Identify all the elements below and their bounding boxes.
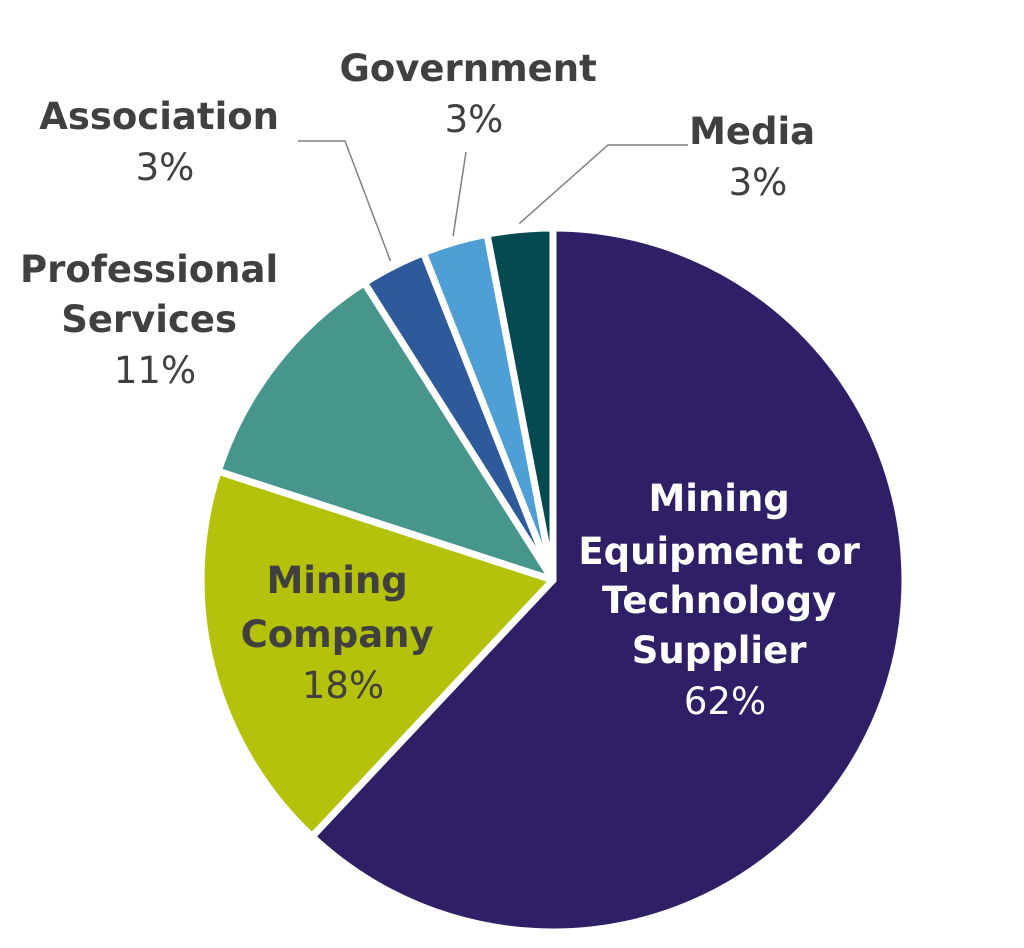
slice-percent-mining-equipment: 62% [684,680,766,723]
pie-slice-mining-company [197,467,557,841]
leader-lines [298,140,688,262]
slice-name-media: Media [689,110,815,153]
slice-label-government: Government 3% [339,47,608,141]
slice-name-mining-equipment-line2: Equipment or [578,530,860,573]
slice-name-mining-equipment-line3: Technology [602,579,836,622]
pie-slice-media [483,224,557,584]
slice-label-mining-equipment: Mining Equipment or Technology Supplier … [578,477,871,723]
slice-name-mining-equipment-line4: Supplier [632,629,807,672]
leader-line-media [518,144,688,225]
slice-label-association: Association 3% [39,95,291,189]
slice-percent-association: 3% [136,146,195,189]
slice-name-professional-services-line2: Services [61,298,237,341]
slice-percent-mining-company: 18% [302,664,384,707]
slice-percent-government: 3% [445,98,504,141]
pie-slices [197,224,909,936]
slice-name-association: Association [39,95,279,138]
pie-slice-professional-services [214,279,557,584]
slice-name-professional-services-line1: Professional [20,248,278,291]
leader-line-government [452,151,467,237]
slice-name-mining-company-line1: Mining [266,559,407,602]
slice-label-mining-company: Mining Company 18% [241,559,446,707]
slice-label-media: Media 3% [689,110,827,204]
slice-name-government: Government [339,47,596,90]
pie-slice-mining-equipment-or-technology-supplier [308,224,909,936]
slice-percent-media: 3% [729,161,788,204]
leader-line-association [298,140,392,262]
slice-name-mining-company-line2: Company [241,613,434,656]
slice-name-mining-equipment-line1: Mining [648,477,789,520]
slice-label-professional-services: Professional Services 11% [20,248,290,392]
slice-percent-professional-services: 11% [114,349,196,392]
